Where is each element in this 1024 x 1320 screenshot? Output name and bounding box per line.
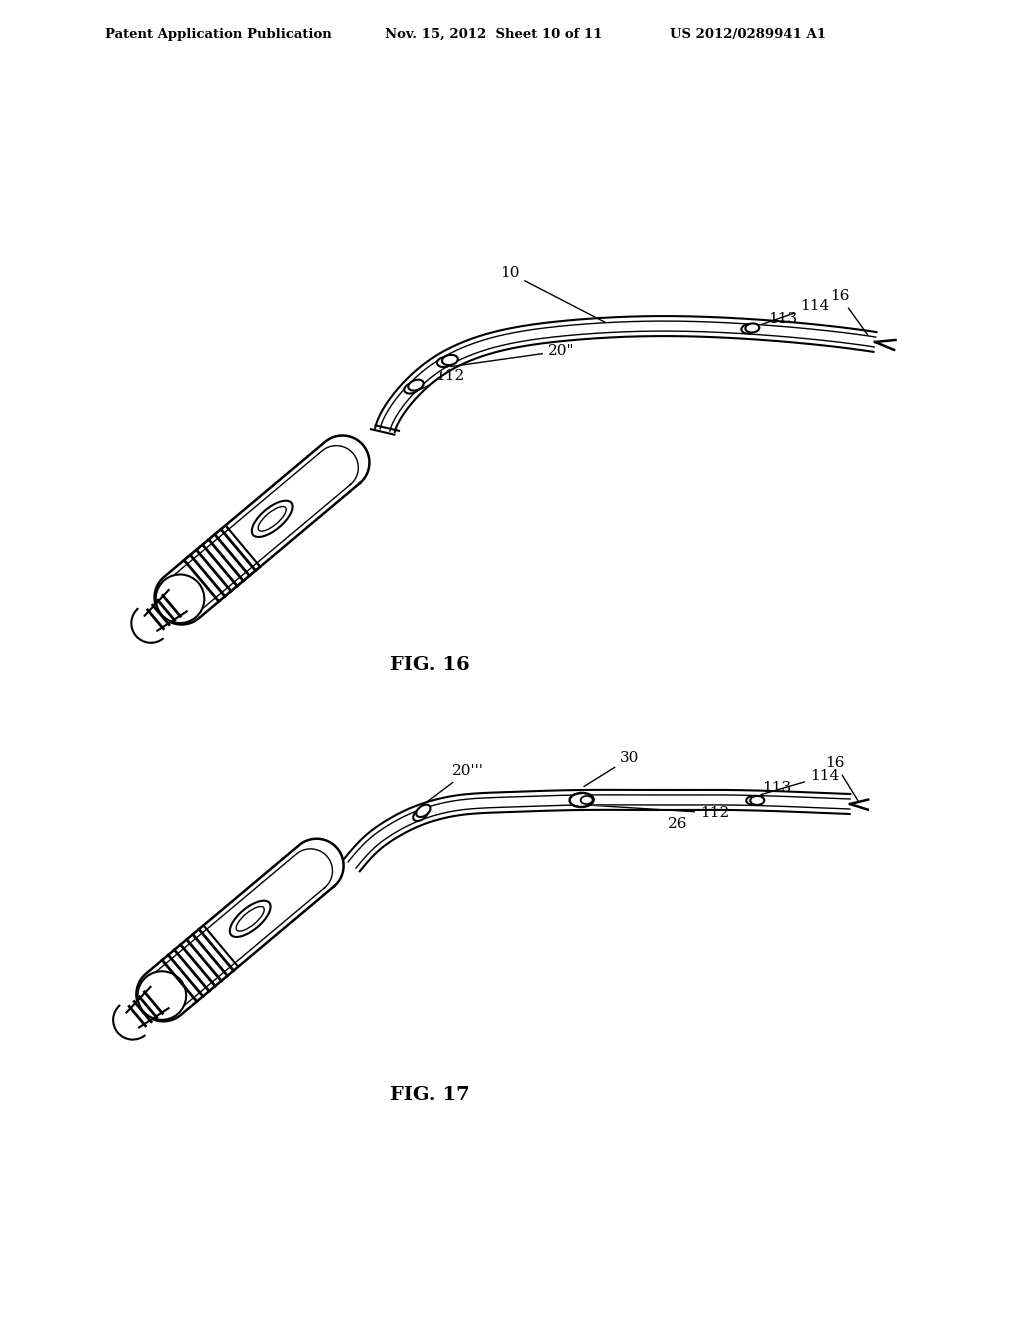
- Text: 10: 10: [500, 267, 617, 329]
- Ellipse shape: [442, 355, 458, 366]
- Text: Patent Application Publication: Patent Application Publication: [105, 28, 332, 41]
- Polygon shape: [380, 321, 876, 432]
- Ellipse shape: [581, 796, 593, 804]
- Ellipse shape: [137, 972, 186, 1020]
- Ellipse shape: [569, 793, 594, 807]
- Text: FIG. 17: FIG. 17: [390, 1086, 470, 1104]
- Text: 112: 112: [415, 370, 464, 392]
- Text: 26: 26: [668, 817, 687, 832]
- Text: 30: 30: [584, 751, 639, 787]
- Text: FIG. 16: FIG. 16: [390, 656, 470, 675]
- Polygon shape: [166, 446, 358, 614]
- Ellipse shape: [404, 383, 420, 393]
- Polygon shape: [155, 436, 370, 624]
- Ellipse shape: [741, 325, 756, 334]
- Polygon shape: [144, 590, 186, 631]
- Text: 20": 20": [451, 345, 574, 367]
- Text: 114: 114: [761, 770, 840, 795]
- Ellipse shape: [416, 805, 430, 817]
- Polygon shape: [348, 795, 850, 869]
- Ellipse shape: [252, 500, 293, 537]
- Text: 20''': 20''': [423, 764, 484, 805]
- Ellipse shape: [751, 796, 764, 805]
- Ellipse shape: [746, 796, 760, 805]
- Text: 16: 16: [830, 289, 873, 343]
- Polygon shape: [136, 838, 344, 1022]
- Ellipse shape: [745, 323, 760, 333]
- Polygon shape: [375, 315, 877, 432]
- Polygon shape: [147, 849, 333, 1011]
- Text: 16: 16: [825, 756, 858, 801]
- Text: 113: 113: [762, 781, 792, 795]
- Ellipse shape: [437, 356, 453, 367]
- Polygon shape: [344, 789, 850, 871]
- Ellipse shape: [409, 380, 424, 391]
- Text: 114: 114: [757, 300, 829, 326]
- Text: 113: 113: [768, 312, 797, 326]
- Ellipse shape: [258, 507, 287, 531]
- Ellipse shape: [229, 900, 270, 937]
- Ellipse shape: [237, 907, 264, 931]
- Text: Nov. 15, 2012  Sheet 10 of 11: Nov. 15, 2012 Sheet 10 of 11: [385, 28, 602, 41]
- Ellipse shape: [414, 809, 427, 821]
- Polygon shape: [126, 987, 169, 1027]
- Text: 112: 112: [590, 805, 729, 820]
- Text: US 2012/0289941 A1: US 2012/0289941 A1: [670, 28, 826, 41]
- Ellipse shape: [156, 574, 205, 623]
